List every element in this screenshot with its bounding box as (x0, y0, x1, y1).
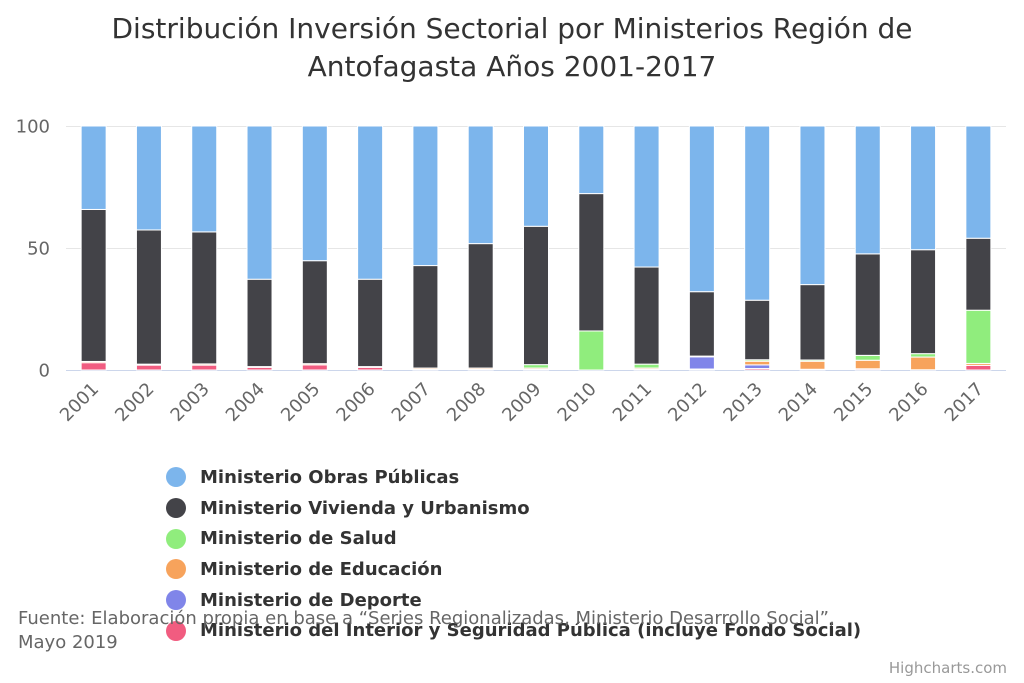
bar-segment[interactable] (80, 362, 107, 371)
y-tick-label: 100 (16, 117, 50, 138)
bar-segment[interactable] (578, 125, 605, 195)
bar-segment[interactable] (799, 284, 826, 361)
credits-link[interactable]: Highcharts.com (888, 659, 1007, 677)
x-tick-label: 2008 (443, 379, 490, 426)
y-tick-label: 50 (27, 239, 50, 260)
bar-segment[interactable] (191, 125, 218, 233)
bar-segment[interactable] (523, 364, 549, 369)
bar-segment[interactable] (910, 125, 937, 251)
bar-segment[interactable] (246, 278, 273, 368)
legend-label: Ministerio de Salud (200, 528, 397, 550)
bar-segment[interactable] (688, 291, 715, 357)
x-tick-label: 2011 (609, 379, 656, 426)
x-tick-label: 2007 (388, 379, 435, 426)
chart-title-line-1: Distribución Inversión Sectorial por Min… (111, 12, 913, 45)
y-tick-label: 0 (39, 361, 50, 382)
x-tick-label: 2013 (719, 379, 766, 426)
x-tick-label: 2015 (830, 379, 877, 426)
bar-segment[interactable] (412, 125, 439, 267)
x-tick-label: 2005 (277, 379, 324, 426)
legend-symbol (166, 528, 186, 549)
x-tick-label: 2016 (885, 379, 932, 426)
bar-segment[interactable] (854, 253, 881, 356)
bar-segment[interactable] (578, 193, 605, 332)
bar-segment[interactable] (854, 354, 881, 361)
bar-segment[interactable] (191, 364, 218, 371)
bar-segment[interactable] (633, 363, 660, 369)
bar-segment[interactable] (688, 125, 715, 293)
legend-symbol (166, 498, 186, 519)
chart-title: Distribución Inversión Sectorial por Min… (0, 10, 1024, 86)
legend-label: Ministerio de Deporte (200, 589, 422, 611)
bar-segment[interactable] (578, 330, 605, 371)
bar-segment[interactable] (744, 360, 771, 366)
legend-item[interactable]: Ministerio Obras Públicas (166, 462, 861, 493)
legend-symbol (166, 559, 186, 580)
chart-title-line-2: Antofagasta Años 2001-2017 (307, 50, 717, 83)
bar-segment[interactable] (799, 360, 826, 370)
chart-legend: Ministerio Obras Públicas Ministerio Vivi… (166, 462, 861, 646)
bar-segment[interactable] (412, 265, 439, 369)
bar-segment[interactable] (744, 364, 771, 370)
source-line-1: Fuente: Elaboración propia en base a “Se… (18, 608, 835, 629)
bar-segment[interactable] (910, 356, 937, 371)
bar-segment[interactable] (191, 231, 218, 365)
bar-segment[interactable] (633, 266, 660, 365)
legend-symbol (166, 620, 186, 641)
bar-segment[interactable] (799, 125, 826, 286)
bar-segment[interactable] (910, 249, 937, 355)
bar-segment[interactable] (357, 125, 384, 280)
x-tick-label: 2004 (222, 379, 269, 426)
bar-segment[interactable] (135, 229, 162, 365)
bar-segment[interactable] (135, 125, 162, 231)
bar-segment[interactable] (80, 208, 107, 362)
bar-segment[interactable] (80, 125, 107, 210)
bar-segment[interactable] (301, 125, 328, 262)
bar-segment[interactable] (965, 125, 992, 239)
bar-segment[interactable] (854, 125, 881, 255)
bar-segment[interactable] (301, 260, 328, 365)
legend-label: Ministerio Vivienda y Urbanismo (200, 497, 530, 519)
bar-segment[interactable] (357, 278, 384, 368)
bar-segment[interactable] (246, 125, 273, 280)
bar-segment[interactable] (965, 237, 992, 311)
source-note: Fuente: Elaboración propia en base a “Se… (18, 607, 835, 655)
legend-label: Ministerio del Interior y Seguridad Públ… (200, 620, 862, 642)
bar-segment[interactable] (744, 299, 771, 361)
legend-item[interactable]: Ministerio de Educación (166, 554, 861, 585)
bar-segment[interactable] (910, 353, 937, 358)
x-tick-label: 2003 (167, 379, 214, 426)
bar-segment[interactable] (854, 359, 881, 370)
bar-segment[interactable] (523, 225, 549, 366)
bar-segment[interactable] (965, 364, 992, 371)
source-line-2: Mayo 2019 (18, 632, 118, 653)
legend-item[interactable]: Ministerio Vivienda y Urbanismo (166, 493, 861, 524)
bar-segment[interactable] (467, 125, 494, 245)
x-tick-label: 2010 (554, 379, 601, 426)
x-tick-label: 2017 (941, 379, 988, 426)
x-tick-label: 2014 (775, 379, 822, 426)
bar-segment[interactable] (301, 364, 328, 371)
legend-symbol (166, 590, 186, 611)
x-tick-label: 2006 (332, 379, 379, 426)
bar-segment[interactable] (467, 243, 494, 369)
x-tick-label: 2009 (498, 379, 545, 426)
legend-label: Ministerio de Educación (200, 558, 443, 580)
legend-label: Ministerio Obras Públicas (200, 466, 460, 488)
legend-item[interactable]: Ministerio de Salud (166, 523, 861, 554)
x-tick-label: 2001 (56, 379, 103, 426)
legend-symbol (166, 467, 186, 488)
legend-item[interactable]: Ministerio de Deporte (166, 585, 861, 616)
bar-segment[interactable] (744, 125, 771, 301)
bar-segment[interactable] (633, 125, 660, 268)
bar-segment[interactable] (965, 309, 992, 364)
x-tick-label: 2002 (111, 379, 158, 426)
bar-segment[interactable] (523, 125, 549, 227)
x-tick-label: 2012 (664, 379, 711, 426)
legend-item[interactable]: Ministerio del Interior y Seguridad Públ… (166, 615, 861, 646)
bar-segment[interactable] (688, 356, 715, 370)
bar-segment[interactable] (135, 364, 162, 371)
